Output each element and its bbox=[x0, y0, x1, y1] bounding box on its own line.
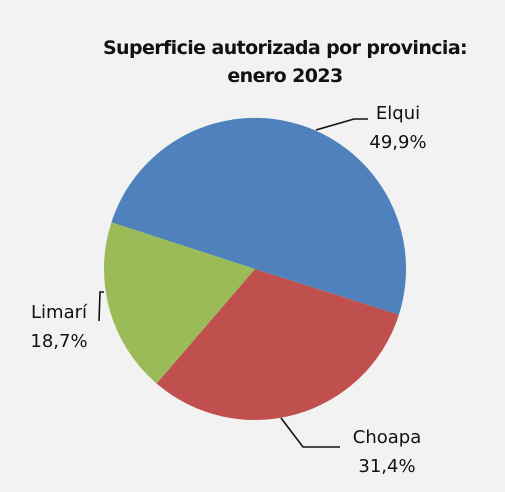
leader-line-choapa bbox=[280, 417, 340, 448]
leader-line-limari bbox=[98, 291, 104, 322]
chart-title: Superficie autorizada por provincia: bbox=[103, 37, 467, 59]
chart-subtitle: enero 2023 bbox=[227, 65, 342, 87]
pie-slice-choapa bbox=[156, 269, 399, 421]
pie-slice-elqui bbox=[111, 117, 407, 315]
slice-value-choapa: 31,4% bbox=[358, 456, 415, 477]
slice-label-elqui: Elqui bbox=[376, 103, 420, 124]
pie-slice-limari bbox=[104, 222, 256, 384]
pie-slices bbox=[104, 117, 407, 421]
slice-label-limari: Limarí bbox=[31, 302, 88, 323]
slice-labels: Elqui 49,9% Choapa 31,4% Limarí 18,7% bbox=[30, 103, 426, 477]
slice-value-elqui: 49,9% bbox=[369, 132, 426, 153]
leader-lines bbox=[98, 118, 368, 448]
slice-value-limari: 18,7% bbox=[30, 331, 87, 352]
leader-line-elqui bbox=[315, 118, 368, 131]
slice-label-choapa: Choapa bbox=[353, 427, 421, 448]
